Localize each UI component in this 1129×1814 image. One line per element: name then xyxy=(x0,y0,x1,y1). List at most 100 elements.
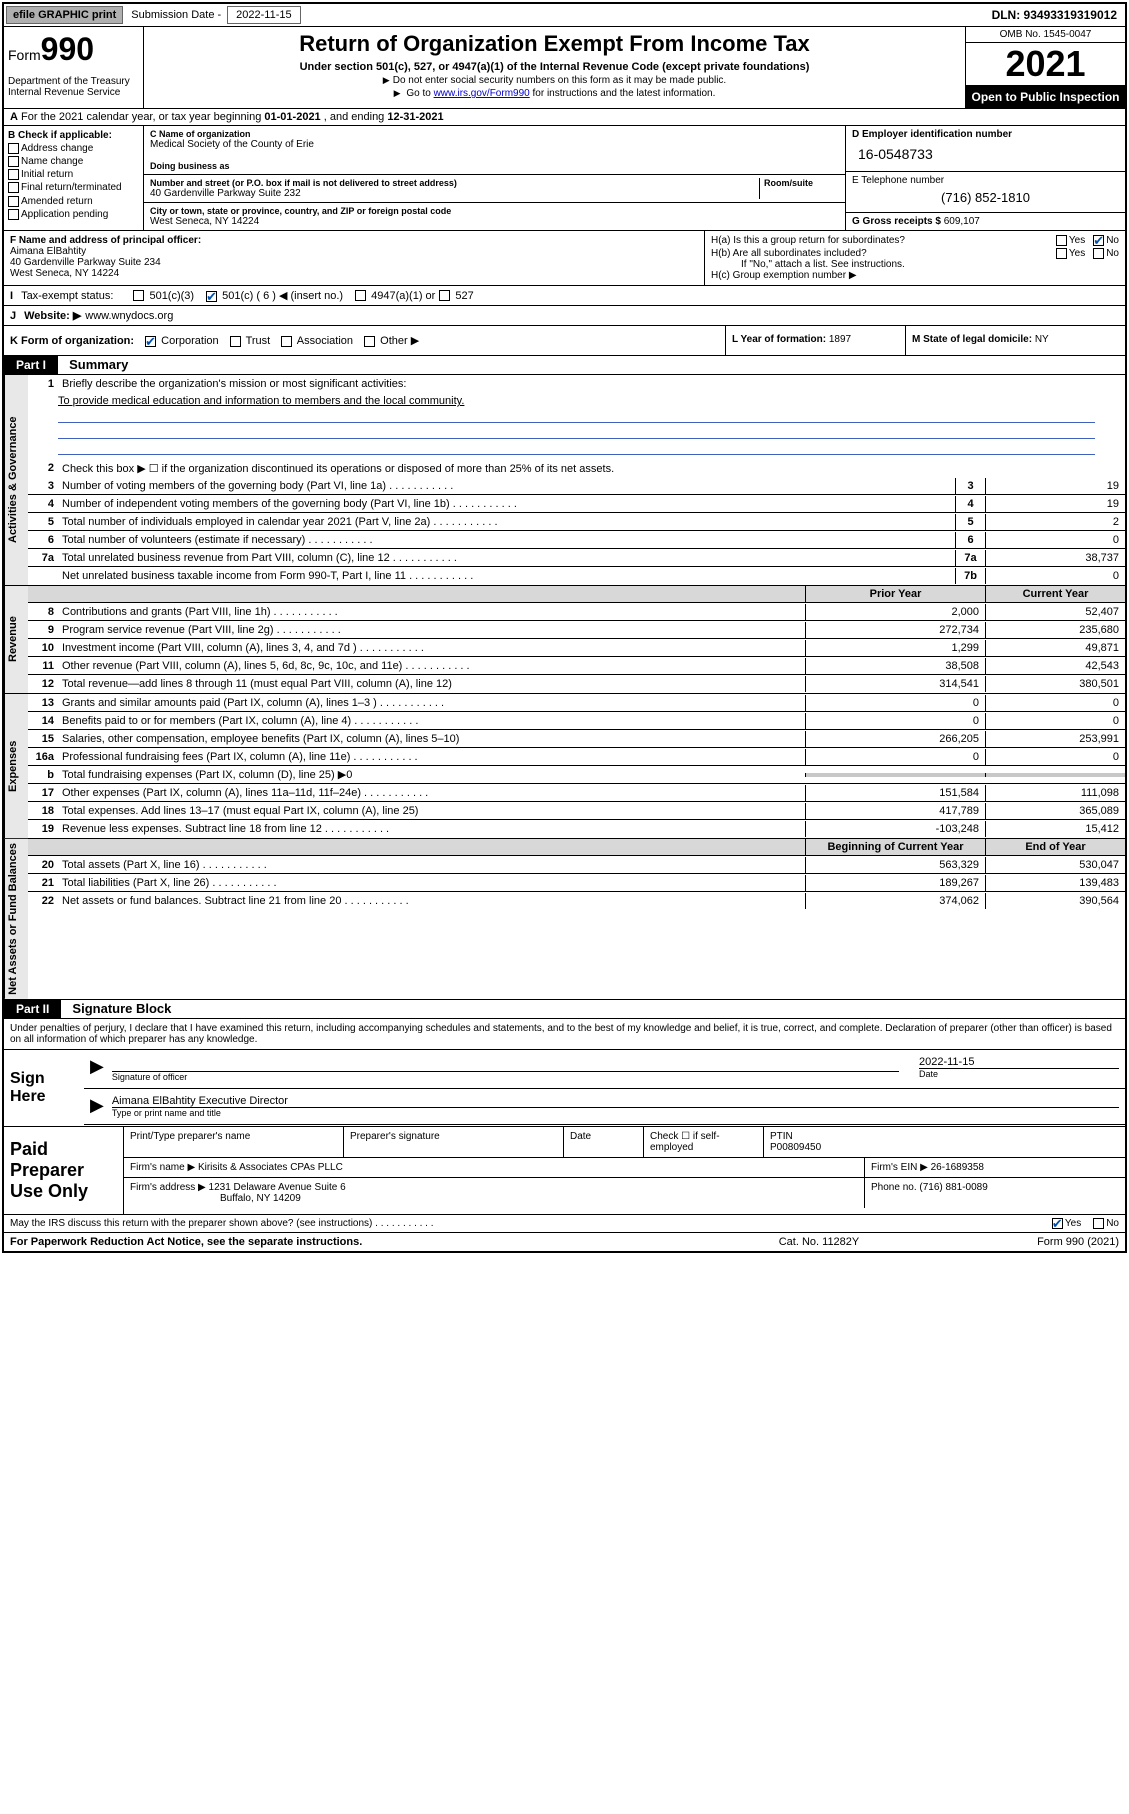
ha-yes[interactable] xyxy=(1056,235,1067,246)
hb-no[interactable] xyxy=(1093,248,1104,259)
exp-section: Expenses 13Grants and similar amounts pa… xyxy=(4,694,1125,839)
ptin-label: PTIN xyxy=(770,1131,1119,1142)
col-prior: Prior Year xyxy=(805,586,985,602)
col-curr: Current Year xyxy=(985,586,1125,602)
header-left: Form990 Department of the Treasury Inter… xyxy=(4,27,144,108)
tax-year: 2021 xyxy=(966,43,1125,86)
efile-print-button[interactable]: efile GRAPHIC print xyxy=(6,6,123,24)
gov-section: Activities & Governance 1 Briefly descri… xyxy=(4,375,1125,586)
chk-trust[interactable] xyxy=(230,336,241,347)
val-3: 19 xyxy=(985,478,1125,494)
part2-title: Signature Block xyxy=(64,999,179,1018)
irs-link[interactable]: www.irs.gov/Form990 xyxy=(434,88,530,99)
col-c: C Name of organization Medical Society o… xyxy=(144,126,845,230)
hb-yes[interactable] xyxy=(1056,248,1067,259)
part2-header: Part II Signature Block xyxy=(4,1000,1125,1019)
cat-no: Cat. No. 11282Y xyxy=(719,1236,919,1248)
part1-header: Part I Summary xyxy=(4,356,1125,375)
chk-corp[interactable] xyxy=(145,336,156,347)
section-bcd: B Check if applicable: Address change Na… xyxy=(4,126,1125,231)
submission-date: 2022-11-15 xyxy=(227,6,300,24)
sig-type-label: Type or print name and title xyxy=(112,1107,1119,1118)
dba-label: Doing business as xyxy=(150,161,839,171)
chk-initial[interactable] xyxy=(8,169,19,180)
form-ref: Form 990 (2021) xyxy=(919,1236,1119,1248)
open-inspection: Open to Public Inspection xyxy=(966,86,1125,108)
sig-name-value: Aimana ElBahtity Executive Director xyxy=(112,1095,1119,1107)
form-number: 990 xyxy=(41,31,94,67)
top-bar: efile GRAPHIC print Submission Date - 20… xyxy=(4,4,1125,27)
note-2: Go to www.irs.gov/Form990 for instructio… xyxy=(148,88,961,99)
part1-label: Part I xyxy=(4,356,58,374)
ptin-value: P00809450 xyxy=(770,1142,1119,1153)
prep-selfemp: Check ☐ if self-employed xyxy=(644,1127,764,1157)
sig-officer-label: Signature of officer xyxy=(112,1072,899,1082)
sign-block: Sign Here ▶ Signature of officer 2022-11… xyxy=(4,1050,1125,1126)
gross-value: 609,107 xyxy=(944,216,980,227)
tel-value: (716) 852-1810 xyxy=(852,186,1119,209)
preparer-block: Paid Preparer Use Only Print/Type prepar… xyxy=(4,1126,1125,1215)
website-label: Website: ▶ xyxy=(24,309,81,322)
form-org-label: K Form of organization: xyxy=(10,335,134,347)
chk-amended[interactable] xyxy=(8,196,19,207)
dln-value: DLN: 93493319319012 xyxy=(984,6,1125,24)
chk-final[interactable] xyxy=(8,182,19,193)
discuss-no[interactable] xyxy=(1093,1218,1104,1229)
firm-addr1: 1231 Delaware Avenue Suite 6 xyxy=(209,1182,346,1193)
ha-no[interactable] xyxy=(1093,235,1104,246)
val-6: 0 xyxy=(985,532,1125,548)
chk-527[interactable] xyxy=(439,290,450,301)
gross-label: G Gross receipts $ xyxy=(852,216,941,227)
sig-arrow2-icon: ▶ xyxy=(90,1095,104,1118)
chk-assoc[interactable] xyxy=(281,336,292,347)
hc-label: H(c) Group exemption number ▶ xyxy=(711,270,1119,281)
chk-name[interactable] xyxy=(8,156,19,167)
org-name: Medical Society of the County of Erie xyxy=(150,139,839,150)
col-b: B Check if applicable: Address change Na… xyxy=(4,126,144,230)
chk-other[interactable] xyxy=(364,336,375,347)
val-7b: 0 xyxy=(985,568,1125,584)
sig-date-label: Date xyxy=(919,1068,1119,1079)
col-d: D Employer identification number 16-0548… xyxy=(845,126,1125,230)
mission-text: To provide medical education and informa… xyxy=(28,393,1125,459)
tel-label: E Telephone number xyxy=(852,175,1119,186)
discuss-yes[interactable] xyxy=(1052,1218,1063,1229)
tab-netassets: Net Assets or Fund Balances xyxy=(4,839,28,999)
discuss-q: May the IRS discuss this return with the… xyxy=(10,1218,1052,1229)
officer-label: F Name and address of principal officer: xyxy=(10,235,201,246)
officer-addr1: 40 Gardenville Parkway Suite 234 xyxy=(10,257,161,268)
tab-expenses: Expenses xyxy=(4,694,28,838)
city-label: City or town, state or province, country… xyxy=(150,206,839,216)
header-mid: Return of Organization Exempt From Incom… xyxy=(144,27,965,108)
form-word: Form xyxy=(8,47,41,63)
bottom-row: For Paperwork Reduction Act Notice, see … xyxy=(4,1233,1125,1251)
net-section: Net Assets or Fund Balances Beginning of… xyxy=(4,839,1125,1000)
chk-pending[interactable] xyxy=(8,209,19,220)
row-klm: K Form of organization: Corporation Trus… xyxy=(4,326,1125,356)
chk-501c3[interactable] xyxy=(133,290,144,301)
hb-label: H(b) Are all subordinates included? xyxy=(711,248,1056,259)
col-f: F Name and address of principal officer:… xyxy=(4,231,705,285)
org-city: West Seneca, NY 14224 xyxy=(150,216,839,227)
year-formation: 1897 xyxy=(829,334,851,345)
chk-4947[interactable] xyxy=(355,290,366,301)
ein-label: D Employer identification number xyxy=(852,129,1119,140)
chk-501c[interactable] xyxy=(206,291,217,302)
rev-section: Revenue Prior YearCurrent Year 8Contribu… xyxy=(4,586,1125,694)
prep-date-label: Date xyxy=(564,1127,644,1157)
preparer-label: Paid Preparer Use Only xyxy=(4,1127,124,1214)
prep-sig-label: Preparer's signature xyxy=(344,1127,564,1157)
room-label: Room/suite xyxy=(764,178,839,188)
omb-number: OMB No. 1545-0047 xyxy=(966,27,1125,43)
header-right: OMB No. 1545-0047 2021 Open to Public In… xyxy=(965,27,1125,108)
pra-notice: For Paperwork Reduction Act Notice, see … xyxy=(10,1236,719,1248)
sign-here-label: Sign Here xyxy=(4,1050,84,1126)
chk-address[interactable] xyxy=(8,143,19,154)
tab-governance: Activities & Governance xyxy=(4,375,28,585)
row-j: J Website: ▶ www.wnydocs.org xyxy=(4,306,1125,326)
row-a: A For the 2021 calendar year, or tax yea… xyxy=(4,109,1125,126)
firm-phone: (716) 881-0089 xyxy=(919,1182,987,1193)
form-header: Form990 Department of the Treasury Inter… xyxy=(4,27,1125,109)
officer-addr2: West Seneca, NY 14224 xyxy=(10,268,119,279)
discuss-row: May the IRS discuss this return with the… xyxy=(4,1215,1125,1233)
